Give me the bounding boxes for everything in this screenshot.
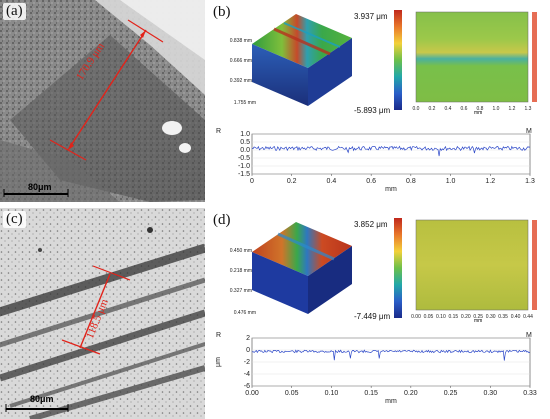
profile-y-unit: μm	[215, 357, 222, 367]
profilometry-d: (d) 0.450 mm 0.218 mm 0.327 mm 0.476 mm …	[208, 208, 550, 419]
profile-plot-b: R M1.00.50.0-0.5-1.0-1.50 0.2 0.4 0.6 0.8 1.0 1…	[216, 128, 535, 193]
surface-3d-b-axis: 0.838 mm 0.666 mm 0.392 mm 1.755 mm	[230, 38, 256, 106]
profile-frame	[251, 133, 531, 175]
profile-plot-d: R M 2 0 -2 -4 -60.00 0.05 0.10 0.15 0.20 0.25 0.30 0.…	[215, 332, 537, 405]
surface-3d-b	[252, 14, 352, 106]
profile-y-tick: -4	[244, 371, 250, 378]
profile-x-tick: 0.05	[285, 390, 299, 397]
axis3d-b-tick-3: 1.755 mm	[234, 100, 256, 106]
map-x-tick: 1.3	[525, 106, 532, 112]
z-min-d: -7.449 μm	[354, 312, 391, 321]
map-x-tick: 0.2	[429, 106, 436, 112]
profilometry-b: (b) 0.838 mm 0.666 mm 0.392 mm 1.755	[208, 0, 550, 202]
profile-x-tick: 0.8	[406, 178, 416, 185]
profile-y-tick: 0	[246, 347, 250, 354]
axis3d-b-tick-0: 0.838 mm	[230, 38, 252, 44]
map-x-tick: 0.6	[461, 106, 468, 112]
profile-x-tick: 0	[250, 178, 254, 185]
profile-x-unit: mm	[385, 398, 397, 405]
panel-label-b: (b)	[210, 4, 234, 21]
micrograph-c: (c) 80μm 118.5 μm	[0, 208, 205, 419]
map-x-tick: 0.4	[445, 106, 452, 112]
axis3d-d-tick-3: 0.476 mm	[234, 310, 256, 316]
profile-y-tick: -2	[244, 359, 250, 366]
profile-x-tick: 1.3	[525, 178, 535, 185]
profile-y-tick: -0.5	[238, 155, 250, 162]
panel-label-c: (c)	[3, 211, 26, 228]
profile-y-tick: 2	[246, 335, 250, 342]
profile-x-tick: 0.25	[444, 390, 458, 397]
axis3d-b-tick-1: 0.666 mm	[230, 58, 252, 64]
profile-y-tick: -1.5	[238, 171, 250, 178]
profile-x-tick: 0.30	[483, 390, 497, 397]
map-x-tick: 1.0	[493, 106, 500, 112]
surface-3d-d	[252, 222, 352, 314]
map-x-tick: 0.30	[486, 314, 496, 320]
measure-line-a	[49, 19, 164, 161]
map-x-tick: 0.0	[413, 106, 420, 112]
profile-m-label: M	[526, 332, 532, 339]
profile-x-unit: mm	[385, 186, 397, 193]
map-x-tick: 0.15	[448, 314, 458, 320]
scale-bar-label-c: 80μm	[30, 394, 54, 404]
map-x-tick: 0.8	[477, 106, 484, 112]
profile-y-tick: 0.5	[240, 139, 250, 146]
profile-trace	[251, 349, 531, 361]
axis3d-d-tick-0: 0.450 mm	[230, 248, 252, 254]
micrograph-a: (a) 80μm 170.9 μm	[0, 0, 205, 202]
surface-3d-d-axis: 0.450 mm 0.218 mm 0.327 mm 0.476 mm	[230, 248, 256, 316]
z-max-b: 3.937 μm	[354, 12, 388, 21]
axis3d-d-tick-1: 0.218 mm	[230, 268, 252, 274]
map-x-tick: 0.05	[424, 314, 434, 320]
profile-m-label: M	[526, 128, 532, 135]
height-map-d: 0.00 0.05 0.10 0.15 0.20 0.25 0.30 0.35 0.40 0.44	[411, 219, 537, 320]
profile-x-tick: 0.20	[404, 390, 418, 397]
map-x-tick: 0.20	[461, 314, 471, 320]
profile-trace	[251, 145, 531, 157]
scale-bar-c	[6, 408, 68, 410]
map-x-tick: 0.35	[498, 314, 508, 320]
z-max-d: 3.852 μm	[354, 220, 388, 229]
profile-y-tick: -6	[244, 383, 250, 390]
profile-y-tick: 0.0	[240, 147, 250, 154]
map-x-tick: 1.2	[509, 106, 516, 112]
profile-x-tick: 0.6	[366, 178, 376, 185]
profile-x-tick: 1.2	[485, 178, 495, 185]
panel-label-a: (a)	[3, 3, 26, 20]
profile-x-tick: 0.00	[245, 390, 259, 397]
profile-x-tick: 0.15	[364, 390, 378, 397]
profile-r-label: R	[216, 128, 221, 135]
colorbar-b	[394, 10, 402, 110]
scale-bar-label-a: 80μm	[28, 182, 52, 192]
panel-label-d: (d)	[210, 212, 234, 229]
map-x-tick: 0.10	[436, 314, 446, 320]
profile-x-tick: 0.4	[327, 178, 337, 185]
height-map-b-unit: mm	[474, 110, 483, 116]
profile-x-tick: 0.10	[325, 390, 339, 397]
profile-y-tick: 1.0	[240, 131, 250, 138]
axis3d-b-tick-2: 0.392 mm	[230, 78, 252, 84]
colorbar-d	[394, 218, 402, 318]
measure-line-c	[61, 265, 131, 355]
profile-r-label: R	[216, 332, 221, 339]
profile-x-tick: 0.33	[523, 390, 537, 397]
map-x-tick: 0.00	[411, 314, 421, 320]
profile-y-tick: -1.0	[238, 163, 250, 170]
scale-bar-a	[4, 193, 68, 195]
axis3d-d-tick-2: 0.327 mm	[230, 288, 252, 294]
height-map-b: 0.0 0.2 0.4 0.6 0.8 1.0 1.2 1.3	[413, 11, 537, 112]
map-x-tick: 0.40	[511, 314, 521, 320]
map-x-tick: 0.44	[523, 314, 533, 320]
profile-x-tick: 0.2	[287, 178, 297, 185]
map-x-tick: 0.25	[473, 314, 483, 320]
profile-x-tick: 1.0	[446, 178, 456, 185]
micrograph-a-image	[0, 0, 205, 202]
micrograph-c-image	[0, 208, 205, 419]
z-min-b: -5.893 μm	[354, 106, 391, 115]
height-map-d-unit: mm	[474, 318, 483, 324]
